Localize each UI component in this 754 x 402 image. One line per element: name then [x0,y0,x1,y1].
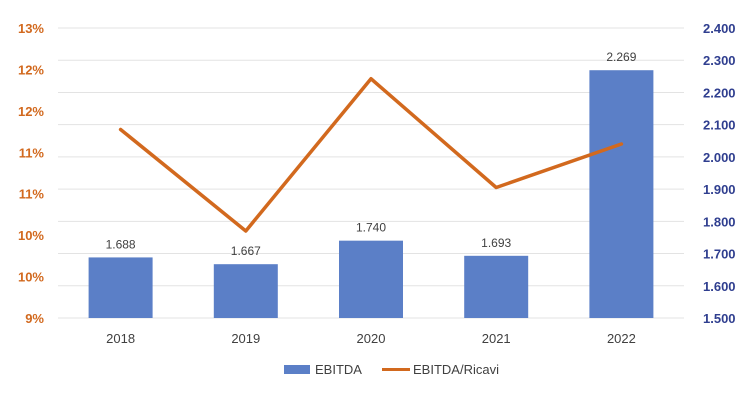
left-tick-label: 10% [18,270,44,285]
bar-2019 [213,264,278,318]
right-tick-label: 1.800 [703,214,736,229]
x-tick-label-2019: 2019 [231,331,260,346]
bar-2018 [88,257,153,318]
left-tick-label: 12% [18,62,44,77]
x-tick-label-2021: 2021 [482,331,511,346]
bar-2022 [589,70,654,318]
right-tick-label: 1.700 [703,247,736,262]
right-tick-label: 1.900 [703,182,736,197]
left-axis: 9% 10% 10% 11% 11% 12% 12% 13% [18,21,44,326]
x-tick-label-2022: 2022 [607,331,636,346]
x-tick-label-2018: 2018 [106,331,135,346]
data-label-2018: 1.688 [106,237,136,251]
legend-swatch-ebitda [284,365,310,374]
bars [88,70,654,318]
right-tick-label: 2.400 [703,21,736,36]
right-axis: 1.500 1.600 1.700 1.800 1.900 2.000 2.100 2.200… [703,21,736,326]
right-tick-label: 2.200 [703,85,736,100]
x-axis: 2018 2019 2020 2021 2022 [106,331,636,346]
left-tick-label: 10% [18,228,44,243]
left-tick-label: 11% [19,145,45,160]
left-tick-label: 9% [25,311,44,326]
data-label-2020: 1.740 [356,221,386,235]
x-tick-label-2020: 2020 [357,331,386,346]
gridlines [58,27,684,319]
left-tick-label: 13% [18,21,44,36]
left-tick-label: 12% [18,104,44,119]
bar-2021 [464,255,529,318]
data-label-2022: 2.269 [606,50,636,64]
ratio-line-path [118,77,624,233]
legend-label-ratio: EBITDA/Ricavi [413,362,499,377]
left-tick-label: 11% [19,187,45,202]
ratio-line [118,77,624,233]
bar-2020 [339,240,403,318]
data-label-2021: 1.693 [481,236,511,250]
right-tick-label: 2.100 [703,118,736,133]
right-tick-label: 2.300 [703,53,736,68]
data-labels: 1.688 1.667 1.740 1.693 2.269 [106,50,637,258]
right-tick-label: 1.600 [703,279,736,294]
legend-label-ebitda: EBITDA [315,362,362,377]
right-tick-label: 1.500 [703,311,736,326]
data-label-2019: 1.667 [231,244,261,258]
legend: EBITDA EBITDA/Ricavi [284,362,499,377]
right-tick-label: 2.000 [703,150,736,165]
